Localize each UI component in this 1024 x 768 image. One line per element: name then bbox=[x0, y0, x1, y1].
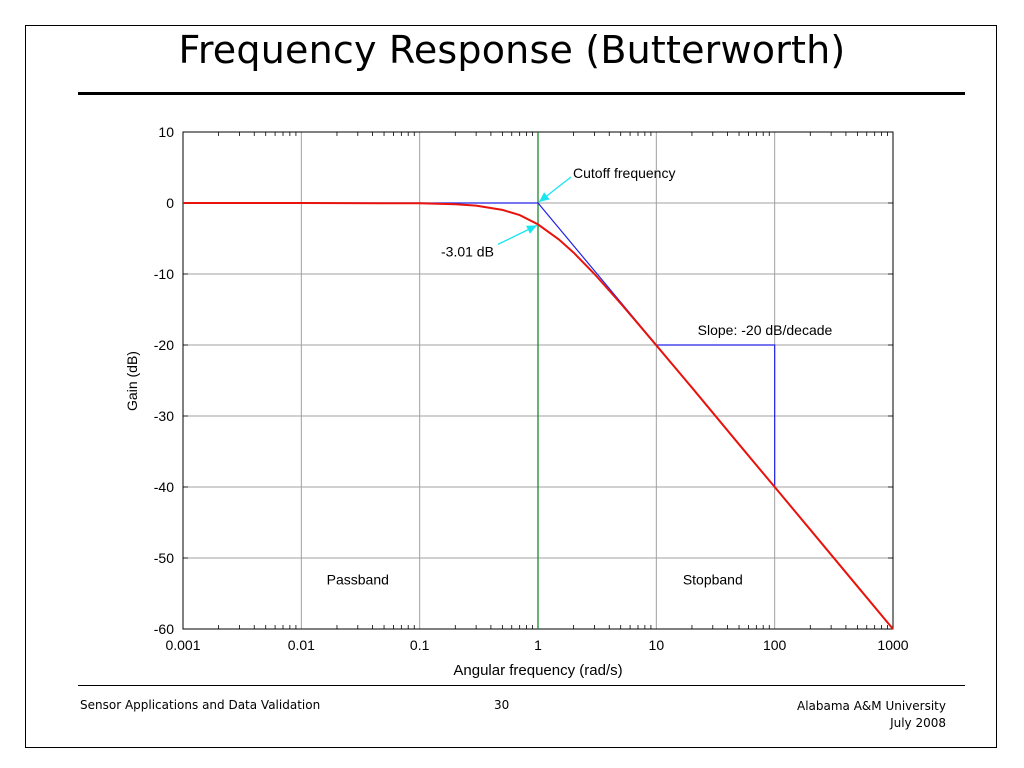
y-tick-label: -50 bbox=[154, 550, 174, 566]
tick-labels: 0.001 0.01 0.1 1 10 100 1000100-10-20-30-40-50… bbox=[154, 124, 909, 653]
y-tick-label: 10 bbox=[158, 124, 174, 140]
x-tick-label: 1 bbox=[534, 637, 542, 653]
slope-triangle bbox=[656, 344, 776, 487]
slide-title: Frequency Response (Butterworth) bbox=[178, 28, 846, 72]
x-tick-label: 100 bbox=[763, 637, 787, 653]
y-tick-label: -30 bbox=[154, 408, 174, 424]
butterworth-response-curve bbox=[183, 202, 894, 630]
annotation-labels: Cutoff frequency -3.01 dB Slope: -20 dB/de… bbox=[327, 165, 833, 587]
x-axis-label: Angular frequency (rad/s) bbox=[453, 662, 622, 679]
annotation-passband: Passband bbox=[327, 571, 389, 587]
y-axis-label: Gain (dB) bbox=[124, 351, 140, 411]
x-tick-label: 0.1 bbox=[410, 637, 430, 653]
arrow-3db-head bbox=[526, 225, 537, 234]
footer-course-title: Sensor Applications and Data Validation bbox=[80, 698, 321, 712]
y-tick-label: -10 bbox=[154, 266, 174, 282]
asymptote-layer bbox=[183, 132, 894, 630]
annotation-cutoff-frequency: Cutoff frequency bbox=[573, 165, 675, 181]
y-tick-label: 0 bbox=[166, 195, 174, 211]
footer-affiliation: Alabama A&M University July 2008 bbox=[797, 698, 946, 732]
footer-rule bbox=[78, 685, 965, 686]
axis-ticks bbox=[183, 131, 893, 630]
footer-date: July 2008 bbox=[890, 716, 946, 730]
title-underline bbox=[78, 92, 965, 95]
page-number: 30 bbox=[494, 698, 510, 712]
annotation-slope: Slope: -20 dB/decade bbox=[698, 322, 833, 338]
y-tick-label: -60 bbox=[154, 621, 174, 637]
y-tick-label: -20 bbox=[154, 337, 174, 353]
x-tick-label: 10 bbox=[649, 637, 665, 653]
annotation-stopband: Stopband bbox=[683, 571, 743, 587]
slide-frame bbox=[25, 25, 997, 748]
x-tick-label: 0.001 bbox=[165, 637, 200, 653]
arrow-cutoff-head bbox=[539, 192, 550, 202]
x-tick-label: 0.01 bbox=[288, 637, 315, 653]
annotation-arrows bbox=[497, 176, 572, 245]
footer-university: Alabama A&M University bbox=[797, 699, 946, 713]
y-tick-label: -40 bbox=[154, 479, 174, 495]
annotation-minus3db: -3.01 dB bbox=[441, 243, 494, 259]
response-layer bbox=[183, 202, 894, 630]
x-tick-label: 1000 bbox=[877, 637, 908, 653]
